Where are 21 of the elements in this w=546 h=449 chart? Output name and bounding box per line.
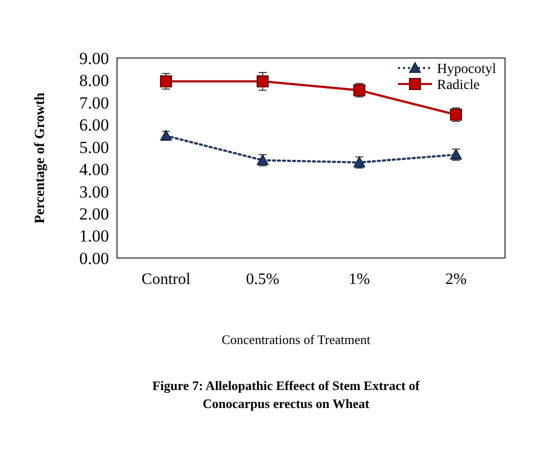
x-tick-label: 1% <box>348 271 370 288</box>
x-tick-label: Control <box>142 271 191 288</box>
legend-label: Radicle <box>437 78 480 93</box>
y-tick-label: 6.00 <box>79 116 109 135</box>
y-tick-label: 7.00 <box>79 93 109 112</box>
x-axis-title: Concentrations of Treatment <box>222 332 371 347</box>
x-tick-label: 2% <box>445 271 467 288</box>
y-tick-label: 4.00 <box>79 160 109 180</box>
point <box>160 75 172 88</box>
y-tick-label: 1.00 <box>79 226 109 246</box>
y-tick-label: 2.00 <box>79 204 109 224</box>
point <box>256 75 269 88</box>
y-axis-title: Percentage of Growth <box>33 92 48 224</box>
x-tick-label: 0.5% <box>246 271 280 288</box>
y-tick-label: 0.00 <box>79 248 109 268</box>
y-tick-label: 5.00 <box>79 138 109 157</box>
text: Figure 7: Allelopathic Effeect of Stem Extract of Conocarpus erectus on Wheat <box>152 378 420 411</box>
legend-label: Hypocotyl <box>437 62 496 77</box>
y-tick-label: 9.00 <box>79 48 109 68</box>
y-tick-label: 8.00 <box>79 71 109 90</box>
y-tick-label: 3.00 <box>79 182 109 202</box>
